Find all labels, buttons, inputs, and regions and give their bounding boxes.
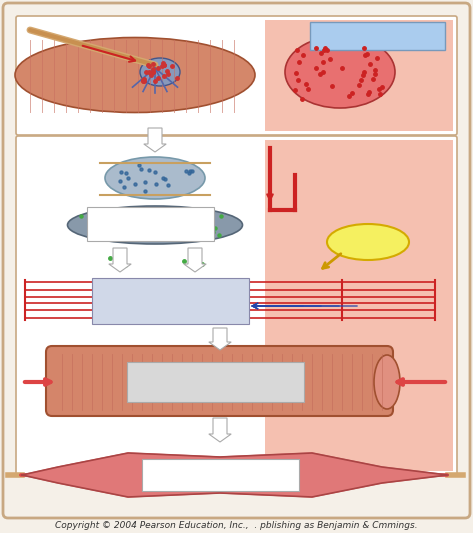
Bar <box>310 22 445 50</box>
FancyBboxPatch shape <box>92 278 249 324</box>
Polygon shape <box>22 453 448 497</box>
FancyBboxPatch shape <box>3 3 470 518</box>
Bar <box>265 20 453 131</box>
FancyArrow shape <box>184 248 206 272</box>
FancyBboxPatch shape <box>16 16 457 135</box>
FancyArrow shape <box>144 128 166 152</box>
FancyArrow shape <box>109 248 131 272</box>
Ellipse shape <box>327 224 409 260</box>
FancyBboxPatch shape <box>46 346 393 416</box>
Ellipse shape <box>15 37 255 112</box>
FancyArrow shape <box>209 418 231 442</box>
Ellipse shape <box>105 157 205 199</box>
FancyBboxPatch shape <box>127 362 304 402</box>
FancyArrow shape <box>209 328 231 350</box>
Ellipse shape <box>68 206 243 244</box>
Ellipse shape <box>374 355 400 409</box>
FancyBboxPatch shape <box>87 207 214 241</box>
Bar <box>265 140 453 471</box>
FancyBboxPatch shape <box>142 459 299 491</box>
Ellipse shape <box>140 58 180 86</box>
FancyBboxPatch shape <box>16 136 457 475</box>
Ellipse shape <box>285 36 395 108</box>
Text: Copyright © 2004 Pearson Education, Inc.,  . pblishing as Benjamin & Cmmings.: Copyright © 2004 Pearson Education, Inc.… <box>55 521 417 530</box>
